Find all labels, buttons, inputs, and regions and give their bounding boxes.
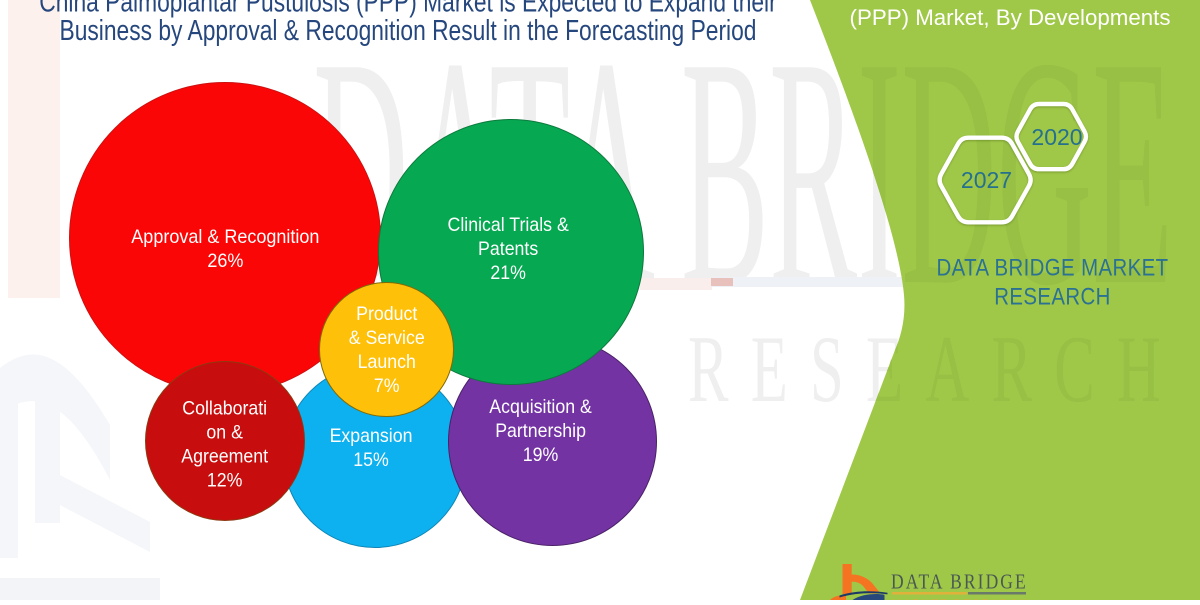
- svg-text:2027: 2027: [961, 167, 1012, 193]
- svg-text:2020: 2020: [1031, 124, 1082, 150]
- svg-text:MARKET RESEARCH: MARKET RESEARCH: [892, 598, 1029, 600]
- svg-text:DATA BRIDGE: DATA BRIDGE: [891, 571, 1028, 594]
